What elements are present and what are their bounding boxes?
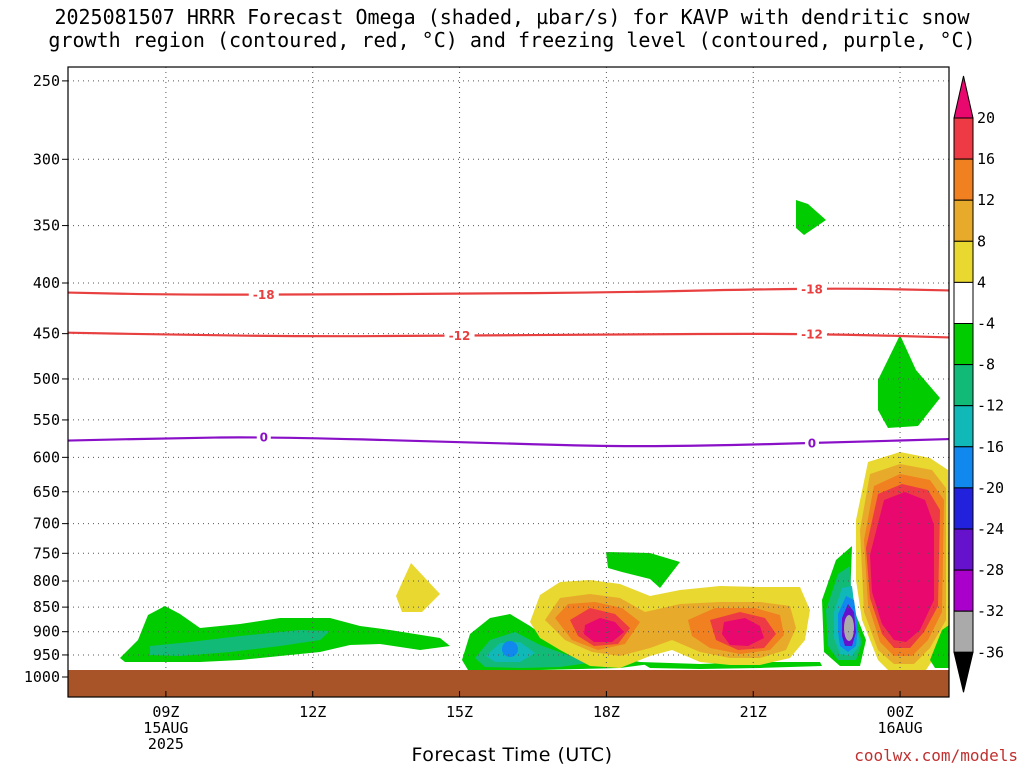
- x-tick-label-15-0: 15Z: [446, 703, 473, 721]
- y-tick-label-900: 900: [33, 623, 60, 641]
- x-tick-label-12-0: 12Z: [299, 703, 326, 721]
- colorbar-swatch-3: [953, 199, 974, 242]
- colorbar-swatch-2: [953, 158, 974, 201]
- colorbar-label-12: -32: [977, 602, 1004, 620]
- y-tick-label-350: 350: [33, 217, 60, 235]
- colorbar-label-8: -16: [977, 438, 1004, 456]
- colorbar-bottom-arrow: [953, 651, 974, 693]
- colorbar-swatch-8: [953, 405, 974, 448]
- x-tick-label-24-0: 00Z: [887, 703, 914, 721]
- colorbar: 20 16 12 8 4 -4 -8 -12 -16 -20 -24 -28 -32 -36: [953, 75, 1004, 693]
- contour-line--12: [67, 331, 950, 339]
- omega-region-green-19z: [606, 552, 680, 588]
- colorbar-swatch-11: [953, 528, 974, 571]
- omega-region-fringe-00z: [930, 625, 949, 668]
- contour-label-bg--12-1: [796, 327, 827, 342]
- colorbar-swatch-5: [953, 281, 974, 324]
- colorbar-swatch-7: [953, 364, 974, 407]
- contour-label-bg-0-1: [804, 436, 819, 451]
- colorbar-label-10: -24: [977, 520, 1004, 538]
- y-tick-label-1000: 1000: [24, 668, 60, 686]
- omega-region-lowlevel-center-min: [502, 641, 518, 657]
- colorbar-swatch-6: [953, 323, 974, 366]
- contour-label-bg--18-0: [248, 287, 279, 302]
- y-tick-label-750: 750: [33, 544, 60, 562]
- x-axis-label: Forecast Time (UTC): [411, 744, 613, 766]
- contour-label--18-0: -18: [253, 288, 275, 302]
- colorbar-label-9: -20: [977, 479, 1004, 497]
- omega-region-fringe-20z: [640, 662, 822, 669]
- omega-region-mid-green: [878, 335, 940, 428]
- contour-label-bg--12-0: [444, 328, 475, 343]
- y-tick-label-400: 400: [33, 274, 60, 292]
- colorbar-swatch-13: [953, 610, 974, 653]
- colorbar-swatch-12: [953, 569, 974, 612]
- y-tick-label-600: 600: [33, 448, 60, 466]
- y-tick-label-700: 700: [33, 515, 60, 533]
- colorbar-swatch-9: [953, 446, 974, 489]
- x-tick-label-21-0: 21Z: [740, 703, 767, 721]
- contour-label-0-0: 0: [260, 430, 268, 444]
- colorbar-label-5: -4: [977, 315, 995, 333]
- contour-label--18-1: -18: [801, 282, 823, 296]
- contour-line-0: [67, 436, 950, 448]
- colorbar-label-4: 4: [977, 273, 986, 291]
- y-tick-label-950: 950: [33, 646, 60, 664]
- y-tick-label-500: 500: [33, 370, 60, 388]
- contour-label-bg--18-1: [796, 281, 827, 296]
- contour-label--12-0: -12: [449, 329, 471, 343]
- colorbar-label-11: -28: [977, 561, 1004, 579]
- x-tick-label-18-0: 18Z: [593, 703, 620, 721]
- colorbar-label-3: 8: [977, 232, 986, 250]
- y-tick-label-650: 650: [33, 483, 60, 501]
- omega-region-lowlevel-west-inner: [150, 630, 330, 656]
- colorbar-label-6: -8: [977, 356, 995, 374]
- omega-region-sink-23z-core: [844, 615, 854, 641]
- contour-label--12-1: -12: [801, 328, 823, 342]
- title-line-2: growth region (contoured, red, °C) and f…: [48, 28, 976, 52]
- title-line-1: 2025081507 HRRR Forecast Omega (shaded, …: [54, 5, 970, 29]
- contour-label-bg-0-0: [256, 429, 271, 444]
- x-tick-label-24-1: 16AUG: [877, 719, 922, 737]
- grid-lines: [68, 67, 949, 697]
- colorbar-label-0: 20: [977, 109, 995, 127]
- y-tick-label-300: 300: [33, 150, 60, 168]
- colorbar-label-2: 12: [977, 191, 995, 209]
- x-tick-label-9-0: 09Z: [152, 703, 179, 721]
- colorbar-label-1: 16: [977, 150, 995, 168]
- omega-region-yellow-14z: [396, 563, 440, 612]
- contour-line--18: [67, 287, 950, 296]
- y-tick-label-550: 550: [33, 411, 60, 429]
- chart-title: 2025081507 HRRR Forecast Omega (shaded, …: [0, 6, 1024, 52]
- omega-region-rise-00z-core: [870, 492, 934, 642]
- colorbar-label-7: -12: [977, 397, 1004, 415]
- y-tick-label-800: 800: [33, 572, 60, 590]
- omega-shading: [120, 200, 949, 672]
- colorbar-label-13: -36: [977, 643, 1004, 661]
- y-tick-label-250: 250: [33, 72, 60, 90]
- omega-region-upper-green: [796, 200, 826, 235]
- y-tick-label-450: 450: [33, 325, 60, 343]
- y-axis-ticks: 250 300 350 400 450 500 550 600 650 700 750 800 850 9…: [24, 72, 68, 686]
- x-tick-label-9-2: 2025: [148, 735, 184, 753]
- ground-surface: [68, 670, 949, 697]
- credit-text: coolwx.com/models: [854, 746, 1018, 765]
- y-tick-label-850: 850: [33, 598, 60, 616]
- colorbar-top-arrow: [953, 75, 974, 119]
- x-tick-label-9-1: 15AUG: [143, 719, 188, 737]
- omega-region-updraft-18z-l4: [570, 608, 776, 650]
- contour-label-0-1: 0: [808, 437, 816, 451]
- plot-frame: [67, 66, 950, 698]
- colorbar-swatch-1: [953, 117, 974, 160]
- temperature-contours: -18 -18 -12 -12 0 0: [67, 281, 950, 451]
- colorbar-swatch-10: [953, 487, 974, 530]
- colorbar-swatch-4: [953, 240, 974, 283]
